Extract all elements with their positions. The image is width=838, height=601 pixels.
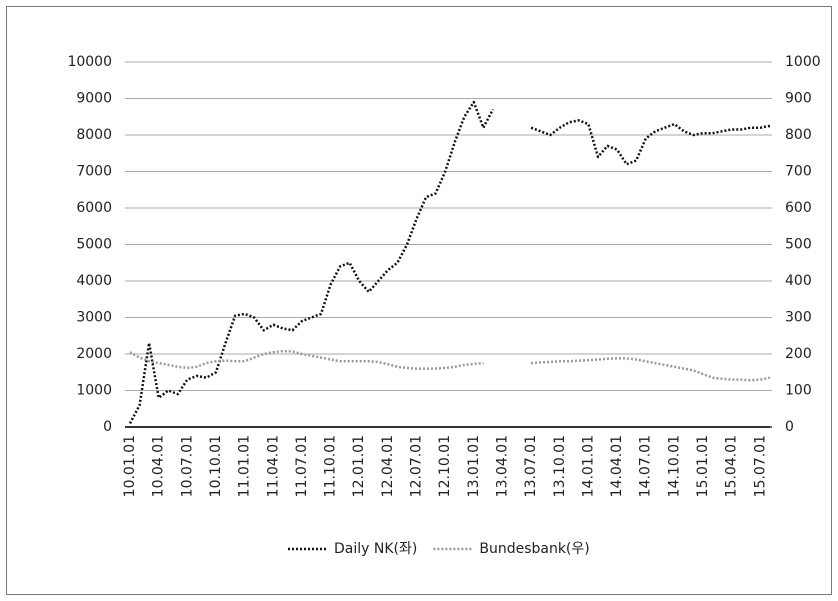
x-tick-label: 14.04.01 bbox=[609, 435, 625, 497]
y-tick-label: 7000 bbox=[76, 164, 112, 180]
y2-tick-label: 500 bbox=[785, 237, 812, 253]
x-tick-label: 14.10.01 bbox=[666, 435, 682, 497]
x-tick-label: 12.10.01 bbox=[437, 435, 453, 497]
x-tick-label: 11.04.01 bbox=[265, 435, 281, 497]
y2-tick-label: 600 bbox=[785, 200, 812, 216]
y2-tick-label: 200 bbox=[785, 346, 812, 362]
x-tick-label: 12.07.01 bbox=[409, 435, 425, 497]
y-tick-label: 2000 bbox=[76, 346, 112, 362]
x-tick-label: 11.07.01 bbox=[294, 435, 310, 497]
x-tick-label: 13.10.01 bbox=[552, 435, 568, 497]
series-line bbox=[128, 100, 771, 424]
y-tick-label: 0 bbox=[103, 419, 112, 435]
y2-tick-label: 300 bbox=[785, 310, 812, 326]
y2-tick-label: 0 bbox=[785, 419, 794, 435]
y2-tick-label: 700 bbox=[785, 164, 812, 180]
legend-label: Bundesbank(우) bbox=[479, 541, 589, 557]
y-tick-label: 4000 bbox=[76, 273, 112, 289]
y-tick-label: 5000 bbox=[76, 237, 112, 253]
y-tick-label: 6000 bbox=[76, 200, 112, 216]
x-tick-label: 15.07.01 bbox=[752, 435, 768, 497]
x-tick-label: 11.01.01 bbox=[237, 435, 253, 497]
y-tick-label: 9000 bbox=[76, 91, 112, 107]
x-tick-label: 12.01.01 bbox=[351, 435, 367, 497]
x-tick-label: 15.04.01 bbox=[724, 435, 740, 497]
x-tick-label: 10.10.01 bbox=[208, 435, 224, 497]
x-tick-label: 15.01.01 bbox=[695, 435, 711, 497]
y-tick-label: 1000 bbox=[76, 383, 112, 399]
x-tick-label: 13.04.01 bbox=[494, 435, 510, 497]
y-tick-label: 3000 bbox=[76, 310, 112, 326]
y2-tick-label: 900 bbox=[785, 91, 812, 107]
x-tick-label: 11.10.01 bbox=[323, 435, 339, 497]
x-tick-label: 10.01.01 bbox=[122, 435, 138, 497]
x-tick-label: 14.01.01 bbox=[580, 435, 596, 497]
x-tick-label: 13.07.01 bbox=[523, 435, 539, 497]
y2-tick-label: 1000 bbox=[785, 54, 821, 70]
y-tick-label: 10000 bbox=[67, 54, 112, 70]
legend-label: Daily NK(좌) bbox=[334, 541, 417, 557]
x-tick-label: 10.04.01 bbox=[151, 435, 167, 497]
y2-tick-label: 400 bbox=[785, 273, 812, 289]
x-tick-label: 12.04.01 bbox=[380, 435, 396, 497]
x-tick-label: 13.01.01 bbox=[466, 435, 482, 497]
y-tick-label: 8000 bbox=[76, 127, 112, 143]
series-line bbox=[129, 349, 771, 382]
y2-tick-label: 100 bbox=[785, 383, 812, 399]
chart-frame bbox=[6, 6, 832, 595]
x-tick-label: 10.07.01 bbox=[179, 435, 195, 497]
y2-tick-label: 800 bbox=[785, 127, 812, 143]
x-tick-label: 14.07.01 bbox=[638, 435, 654, 497]
